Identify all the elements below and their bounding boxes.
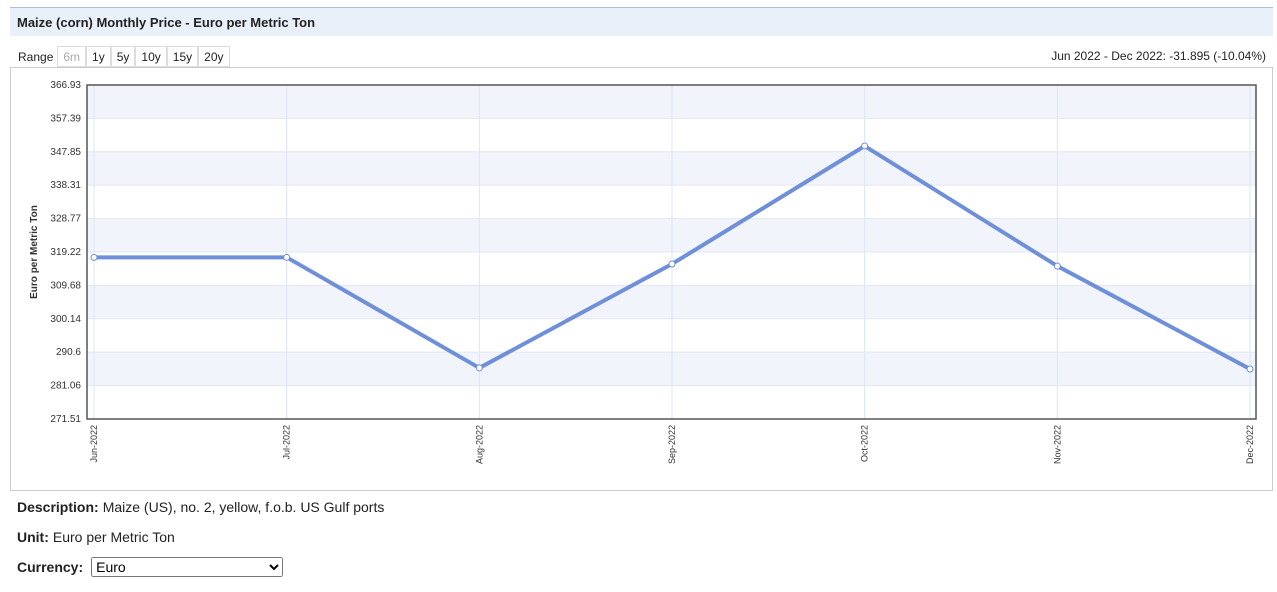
range-button[interactable]: 1y bbox=[86, 46, 111, 67]
y-tick-label: 357.39 bbox=[50, 113, 81, 124]
y-tick-label: 300.14 bbox=[50, 314, 81, 325]
description-label: Description: bbox=[17, 499, 99, 515]
x-tick-label: Oct-2022 bbox=[860, 425, 870, 462]
currency-select[interactable]: Euro bbox=[91, 557, 284, 577]
point-marker bbox=[90, 253, 98, 261]
range-button[interactable]: 20y bbox=[198, 46, 230, 67]
x-tick-label: Dec-2022 bbox=[1245, 425, 1255, 464]
point-marker bbox=[668, 260, 676, 268]
x-tick-label: Jul-2022 bbox=[282, 425, 292, 460]
y-tick-label: 347.85 bbox=[50, 147, 81, 158]
range-button[interactable]: 6m bbox=[57, 46, 87, 67]
unit-label: Unit: bbox=[17, 529, 49, 545]
y-tick-label: 271.51 bbox=[50, 414, 81, 425]
currency-label: Currency: bbox=[17, 559, 84, 575]
y-tick-label: 338.31 bbox=[50, 180, 81, 191]
header: Maize (corn) Monthly Price - Euro per Me… bbox=[10, 7, 1273, 36]
y-tick-label: 281.06 bbox=[50, 381, 81, 392]
point-marker bbox=[861, 142, 869, 150]
point-marker bbox=[1246, 365, 1254, 373]
description-value: Maize (US), no. 2, yellow, f.o.b. US Gul… bbox=[102, 499, 385, 515]
y-axis-title: Euro per Metric Ton bbox=[29, 205, 40, 299]
y-tick-label: 366.93 bbox=[50, 80, 81, 91]
y-tick-label: 290.6 bbox=[56, 347, 81, 358]
range-label: Range bbox=[18, 49, 54, 64]
range-bar: Range 6m 1y 5y 10y 15y 20y bbox=[18, 46, 230, 67]
y-tick-label: 319.22 bbox=[50, 247, 81, 258]
x-tick-label: Jun-2022 bbox=[89, 425, 99, 463]
unit: Unit: Euro per Metric Ton bbox=[17, 529, 175, 545]
range-button[interactable]: 10y bbox=[135, 46, 167, 67]
unit-value: Euro per Metric Ton bbox=[52, 529, 175, 545]
y-tick-label: 309.68 bbox=[50, 280, 81, 291]
point-marker bbox=[283, 253, 291, 261]
range-button[interactable]: 5y bbox=[110, 46, 136, 67]
point-marker bbox=[1053, 262, 1061, 270]
page-title: Maize (corn) Monthly Price - Euro per Me… bbox=[17, 15, 316, 30]
plot-frame bbox=[86, 84, 1257, 420]
x-tick-label: Aug-2022 bbox=[474, 425, 484, 464]
description: Description: Maize (US), no. 2, yellow, f… bbox=[17, 499, 384, 515]
y-tick-label: 328.77 bbox=[50, 214, 81, 225]
range-button[interactable]: 15y bbox=[166, 46, 199, 67]
currency: Currency: Euro bbox=[17, 557, 284, 577]
x-tick-label: Sep-2022 bbox=[667, 425, 677, 464]
chart: Euro per Metric Ton 271.51 281.06 290.6 300… bbox=[10, 67, 1273, 491]
point-marker bbox=[475, 364, 483, 372]
change-summary: Jun 2022 - Dec 2022: -31.895 (-10.04%) bbox=[1051, 49, 1266, 63]
x-tick-label: Nov-2022 bbox=[1052, 425, 1062, 464]
